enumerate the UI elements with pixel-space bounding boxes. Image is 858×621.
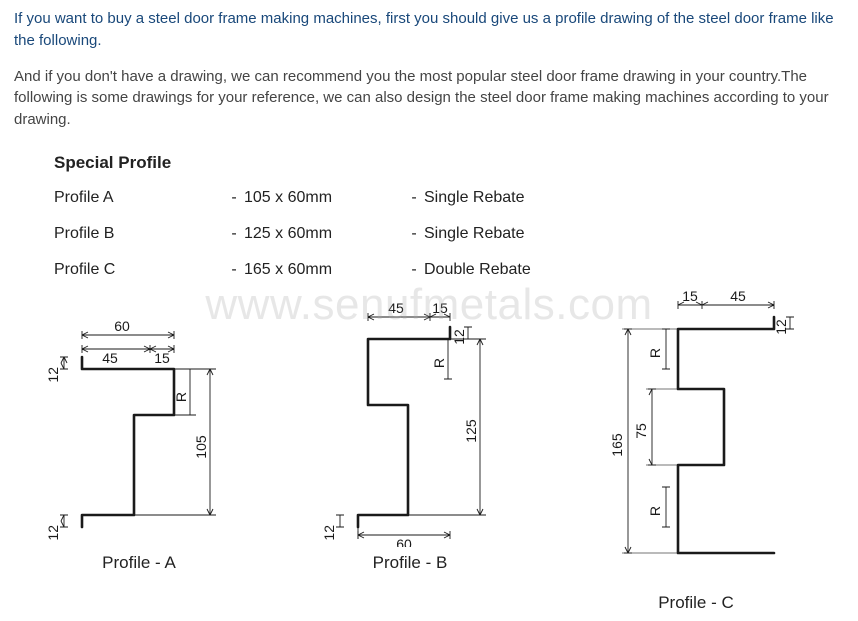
- diagram-profile-a: 60 45 15 12 12 R 105 Profile - A: [24, 287, 254, 613]
- profile-name: Profile A: [54, 189, 224, 207]
- dash-separator: -: [224, 261, 244, 279]
- dash-separator: -: [224, 225, 244, 243]
- diagram-profile-b: 45 15 12 R 125 12 60 Profile - B: [290, 287, 530, 613]
- intro-paragraph-1: If you want to buy a steel door frame ma…: [14, 8, 844, 52]
- dim-mid: 75: [633, 423, 649, 439]
- dim-height: 165: [609, 433, 625, 457]
- dim-top-gap: 15: [682, 288, 698, 304]
- dim-top-gap: 15: [154, 350, 170, 366]
- dim-height: 125: [463, 419, 479, 443]
- dim-top-inner: 45: [730, 288, 746, 304]
- profile-size: 125 x 60mm: [244, 225, 404, 243]
- dim-bottom: 60: [396, 536, 412, 547]
- dash-separator: -: [224, 189, 244, 207]
- profile-name: Profile B: [54, 225, 224, 243]
- profile-type: Single Rebate: [424, 225, 844, 243]
- dash-separator: -: [404, 225, 424, 243]
- profile-name: Profile C: [54, 261, 224, 279]
- dim-lip-top: 12: [773, 319, 789, 335]
- dim-radius: R: [173, 392, 189, 402]
- dim-top-outer: 60: [114, 318, 130, 334]
- dim-r-upper: R: [647, 348, 663, 358]
- dash-separator: -: [404, 261, 424, 279]
- profile-row: Profile A - 105 x 60mm - Single Rebate: [54, 189, 844, 207]
- profile-size: 105 x 60mm: [244, 189, 404, 207]
- diagram-caption: Profile - C: [658, 593, 734, 613]
- dim-lip-top: 12: [451, 329, 467, 345]
- dim-top-inner: 45: [388, 300, 404, 316]
- profile-type: Single Rebate: [424, 189, 844, 207]
- diagram-profile-c: 15 45 12 165 75 R R Profile - C: [566, 287, 826, 613]
- profile-table-title: Special Profile: [54, 153, 844, 173]
- dim-top-gap: 15: [432, 300, 448, 316]
- dim-lip-bot: 12: [321, 525, 337, 541]
- profile-size: 165 x 60mm: [244, 261, 404, 279]
- dim-lip-top: 12: [45, 367, 61, 383]
- dim-radius: R: [431, 358, 447, 368]
- dim-top-inner: 45: [102, 350, 118, 366]
- profile-row: Profile B - 125 x 60mm - Single Rebate: [54, 225, 844, 243]
- profile-diagrams: 60 45 15 12 12 R 105 Profile - A: [14, 287, 844, 613]
- diagram-caption: Profile - B: [373, 553, 448, 573]
- profile-table: Special Profile Profile A - 105 x 60mm -…: [14, 145, 844, 279]
- profile-row: Profile C - 165 x 60mm - Double Rebate: [54, 261, 844, 279]
- dim-lip-bot: 12: [45, 525, 61, 541]
- profile-type: Double Rebate: [424, 261, 844, 279]
- intro-paragraph-2: And if you don't have a drawing, we can …: [14, 66, 844, 131]
- dash-separator: -: [404, 189, 424, 207]
- dim-r-lower: R: [647, 506, 663, 516]
- dim-height: 105: [193, 435, 209, 459]
- diagram-caption: Profile - A: [102, 553, 176, 573]
